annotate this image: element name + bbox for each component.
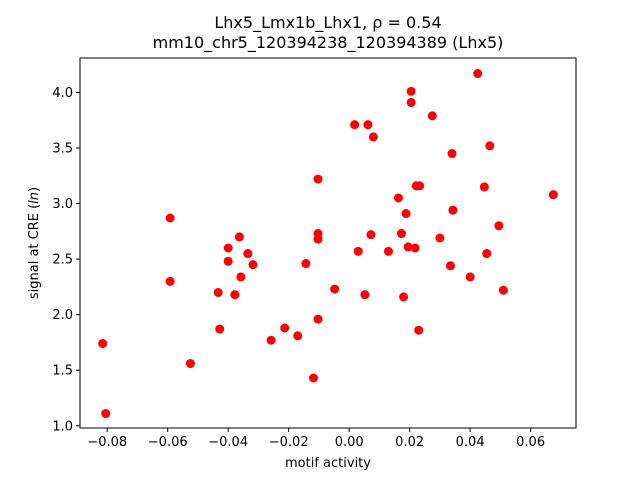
x-tick-label: −0.04 (208, 435, 248, 450)
data-point (350, 120, 360, 130)
y-axis-label: signal at CRE (ln) (27, 187, 42, 299)
y-tick-label: 3.5 (52, 142, 73, 157)
data-point (313, 234, 323, 244)
data-point (101, 409, 111, 419)
x-tick-label: −0.08 (87, 435, 127, 450)
data-point (165, 213, 175, 223)
data-point (266, 335, 276, 345)
y-tick-label: 4.0 (52, 86, 73, 101)
x-tick-label: −0.02 (269, 435, 309, 450)
chart-title-line2: mm10_chr5_120394238_120394389 (Lhx5) (153, 33, 504, 53)
data-point (482, 249, 492, 259)
data-point (293, 331, 303, 341)
data-point (243, 249, 253, 259)
data-point (368, 132, 378, 142)
data-point (415, 181, 425, 191)
y-tick-label: 3.0 (52, 197, 73, 212)
data-point (465, 272, 475, 282)
data-point (230, 290, 240, 300)
data-point (498, 285, 508, 295)
data-point (403, 242, 413, 252)
data-point (223, 243, 233, 253)
data-point (360, 290, 370, 300)
data-point (410, 243, 420, 253)
y-tick-label: 2.0 (52, 308, 73, 323)
data-point (98, 339, 108, 349)
data-point (393, 193, 403, 203)
x-tick-label: 0.06 (516, 435, 545, 450)
data-point (313, 174, 323, 184)
plot-frame (79, 57, 577, 429)
data-point (399, 292, 409, 302)
data-point (165, 276, 175, 286)
data-point (448, 205, 458, 215)
data-point (330, 284, 340, 294)
y-axis-label-prefix: signal at CRE ( (27, 204, 42, 299)
data-point (479, 182, 489, 192)
data-point (406, 86, 416, 96)
data-point (363, 120, 373, 130)
data-point (401, 209, 411, 219)
x-axis-label: motif activity (285, 456, 371, 471)
data-point (494, 221, 504, 231)
axis-ticks: −0.08 −0.06 −0.04 −0.02 0.00 0.02 0.04 0.06 1.0 1… (52, 86, 545, 450)
y-axis-label-italic: ln (27, 192, 42, 204)
data-point (473, 69, 483, 79)
data-point (185, 359, 195, 369)
x-tick-label: 0.00 (335, 435, 364, 450)
data-point (308, 373, 318, 383)
data-point (236, 272, 246, 282)
data-point (280, 323, 290, 333)
data-point (396, 229, 406, 239)
y-tick-label: 1.0 (52, 419, 73, 434)
data-point (435, 233, 445, 243)
data-point (447, 149, 457, 159)
y-tick-label: 1.5 (52, 364, 73, 379)
data-point (427, 111, 437, 121)
data-point (548, 190, 558, 200)
data-point (223, 256, 233, 266)
data-point (234, 232, 244, 242)
data-point (215, 324, 225, 334)
data-point (313, 314, 323, 324)
data-point (445, 261, 455, 271)
data-point (383, 246, 393, 256)
x-tick-label: 0.02 (395, 435, 424, 450)
data-point (366, 230, 376, 240)
y-axis-label-suffix: ) (27, 187, 42, 192)
data-point (301, 259, 311, 269)
data-point (414, 325, 424, 335)
x-tick-label: −0.06 (148, 435, 188, 450)
data-point (353, 246, 363, 256)
data-point (485, 141, 495, 151)
y-tick-label: 2.5 (52, 253, 73, 268)
x-tick-label: 0.04 (456, 435, 485, 450)
data-point (406, 97, 416, 107)
data-point (248, 260, 258, 270)
data-points (98, 69, 558, 419)
chart-title-line1: Lhx5_Lmx1b_Lhx1, ρ = 0.54 (214, 13, 441, 33)
data-point (213, 287, 223, 297)
